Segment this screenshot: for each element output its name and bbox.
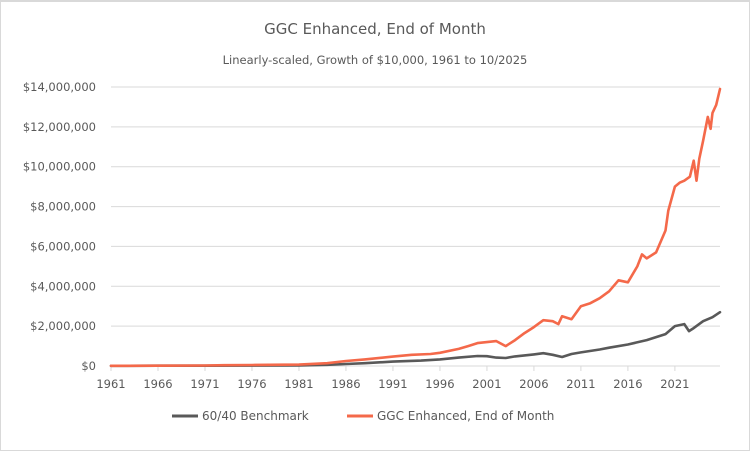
x-tick-label: 2001 bbox=[472, 377, 501, 391]
legend-label-benchmark[interactable]: 60/40 Benchmark bbox=[202, 409, 309, 423]
chart-title: GGC Enhanced, End of Month bbox=[264, 20, 486, 38]
x-tick-label: 2016 bbox=[613, 377, 642, 391]
x-tick-label: 1996 bbox=[425, 377, 454, 391]
x-tick-label: 1971 bbox=[190, 377, 219, 391]
legend: 60/40 Benchmark GGC Enhanced, End of Mon… bbox=[172, 409, 554, 423]
chart-subtitle: Linearly-scaled, Growth of $10,000, 1961… bbox=[223, 53, 528, 67]
series-lines bbox=[109, 87, 722, 368]
x-tick-label: 2021 bbox=[660, 377, 689, 391]
x-tick-label: 2011 bbox=[566, 377, 595, 391]
x-tick-label: 1981 bbox=[284, 377, 313, 391]
legend-label-ggc-enhanced[interactable]: GGC Enhanced, End of Month bbox=[377, 409, 554, 423]
y-tick-label: $2,000,000 bbox=[30, 319, 96, 333]
x-tick-label: 1966 bbox=[143, 377, 172, 391]
x-tick-label: 1986 bbox=[331, 377, 360, 391]
x-axis-ticks: 1961 1966 1971 1976 1981 1986 1991 1996 2001 2006… bbox=[96, 366, 690, 391]
y-tick-label: $14,000,000 bbox=[23, 80, 96, 94]
y-tick-label: $8,000,000 bbox=[30, 200, 96, 214]
x-tick-label: 1991 bbox=[378, 377, 407, 391]
x-tick-label: 2006 bbox=[519, 377, 548, 391]
y-tick-label: $12,000,000 bbox=[23, 120, 96, 134]
y-axis-ticks: $0 $2,000,000 $4,000,000 $6,000,000 $8,000,0… bbox=[23, 80, 96, 373]
y-tick-label: $4,000,000 bbox=[30, 279, 96, 293]
y-tick-label: $10,000,000 bbox=[23, 160, 96, 174]
series-line-benchmark bbox=[109, 310, 722, 368]
y-tick-label: $0 bbox=[81, 359, 96, 373]
x-tick-label: 1961 bbox=[96, 377, 125, 391]
y-tick-label: $6,000,000 bbox=[30, 239, 96, 253]
series-line-ggc-enhanced bbox=[109, 87, 722, 368]
gridlines bbox=[111, 86, 720, 367]
x-tick-label: 1976 bbox=[237, 377, 266, 391]
